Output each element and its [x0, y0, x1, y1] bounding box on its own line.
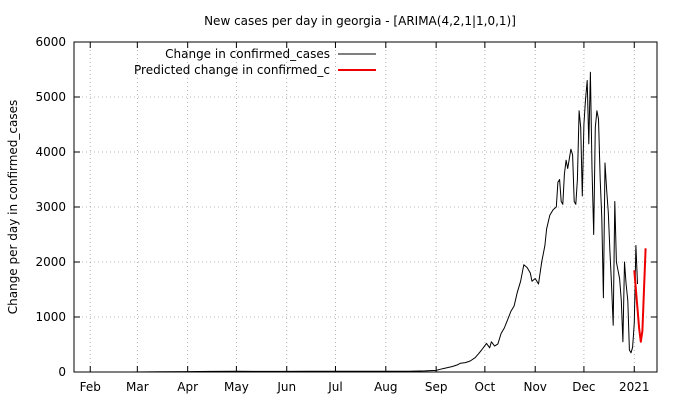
y-axis: 0 1000 2000 3000 4000 5000 6000: [35, 35, 657, 379]
series-line-predicted: [633, 248, 647, 343]
y-tick-label: 2000: [35, 255, 66, 269]
legend: Change in confirmed_cases Predicted chang…: [134, 47, 376, 77]
x-tick-label: Nov: [523, 380, 546, 394]
chart-title: New cases per day in georgia - [ARIMA(4,…: [204, 14, 516, 28]
series-line-confirmed: [74, 71, 638, 373]
x-tick-label: Jun: [276, 380, 296, 394]
gridlines: [74, 42, 657, 372]
x-tick-label: Sep: [425, 380, 448, 394]
y-tick-label: 0: [58, 365, 66, 379]
y-tick-label: 6000: [35, 35, 66, 49]
legend-label: Predicted change in confirmed_c: [134, 63, 330, 77]
legend-label: Change in confirmed_cases: [165, 47, 330, 61]
x-tick-label: Dec: [572, 380, 595, 394]
y-tick-label: 5000: [35, 90, 66, 104]
x-tick-label: May: [224, 380, 249, 394]
y-axis-label: Change per day in confirmed_cases: [6, 100, 20, 315]
x-tick-label: 2021: [619, 380, 650, 394]
x-axis: Feb Mar Apr May Jun Jul Aug Sep Oct Nov Dec 2021: [80, 42, 650, 394]
x-tick-label: Mar: [126, 380, 149, 394]
x-tick-label: Jul: [327, 380, 342, 394]
plot-frame: [73, 41, 658, 373]
x-tick-label: Feb: [80, 380, 101, 394]
y-tick-label: 4000: [35, 145, 66, 159]
y-tick-label: 1000: [35, 310, 66, 324]
x-tick-label: Oct: [474, 380, 495, 394]
x-tick-label: Aug: [374, 380, 397, 394]
x-tick-label: Apr: [177, 380, 198, 394]
y-tick-label: 3000: [35, 200, 66, 214]
series-layer: [74, 71, 647, 373]
